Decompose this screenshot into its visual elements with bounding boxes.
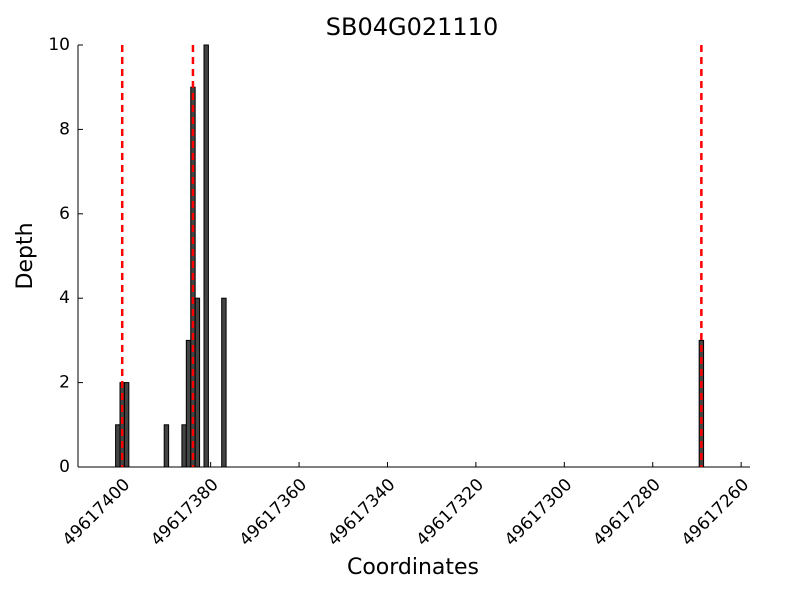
bar bbox=[194, 297, 201, 468]
x-tick-label: 49617380 bbox=[147, 475, 222, 550]
bar bbox=[123, 382, 130, 468]
bar bbox=[163, 424, 170, 468]
y-tick-label: 4 bbox=[59, 288, 70, 308]
chart-title: SB04G021110 bbox=[326, 13, 498, 41]
y-tick-label: 10 bbox=[48, 35, 70, 55]
bar bbox=[115, 424, 121, 468]
y-tick-label: 2 bbox=[59, 373, 70, 393]
x-tick-label: 49617260 bbox=[678, 475, 753, 550]
bar bbox=[185, 339, 192, 468]
y-tick-label: 0 bbox=[59, 457, 70, 477]
x-axis-label: Coordinates bbox=[347, 555, 479, 580]
y-tick-label: 8 bbox=[59, 119, 70, 139]
bar bbox=[221, 297, 227, 468]
x-tick-label: 49617400 bbox=[59, 475, 134, 550]
y-tick-label: 6 bbox=[59, 204, 70, 224]
x-tick-label: 49617280 bbox=[589, 475, 664, 550]
y-axis-label: Depth bbox=[13, 222, 38, 289]
x-tick-label: 49617320 bbox=[413, 475, 488, 550]
x-tick-label: 49617360 bbox=[236, 475, 311, 550]
x-tick-label: 49617340 bbox=[324, 475, 399, 550]
bar bbox=[181, 424, 187, 468]
bar bbox=[203, 44, 209, 468]
x-tick-label: 49617300 bbox=[501, 475, 576, 550]
